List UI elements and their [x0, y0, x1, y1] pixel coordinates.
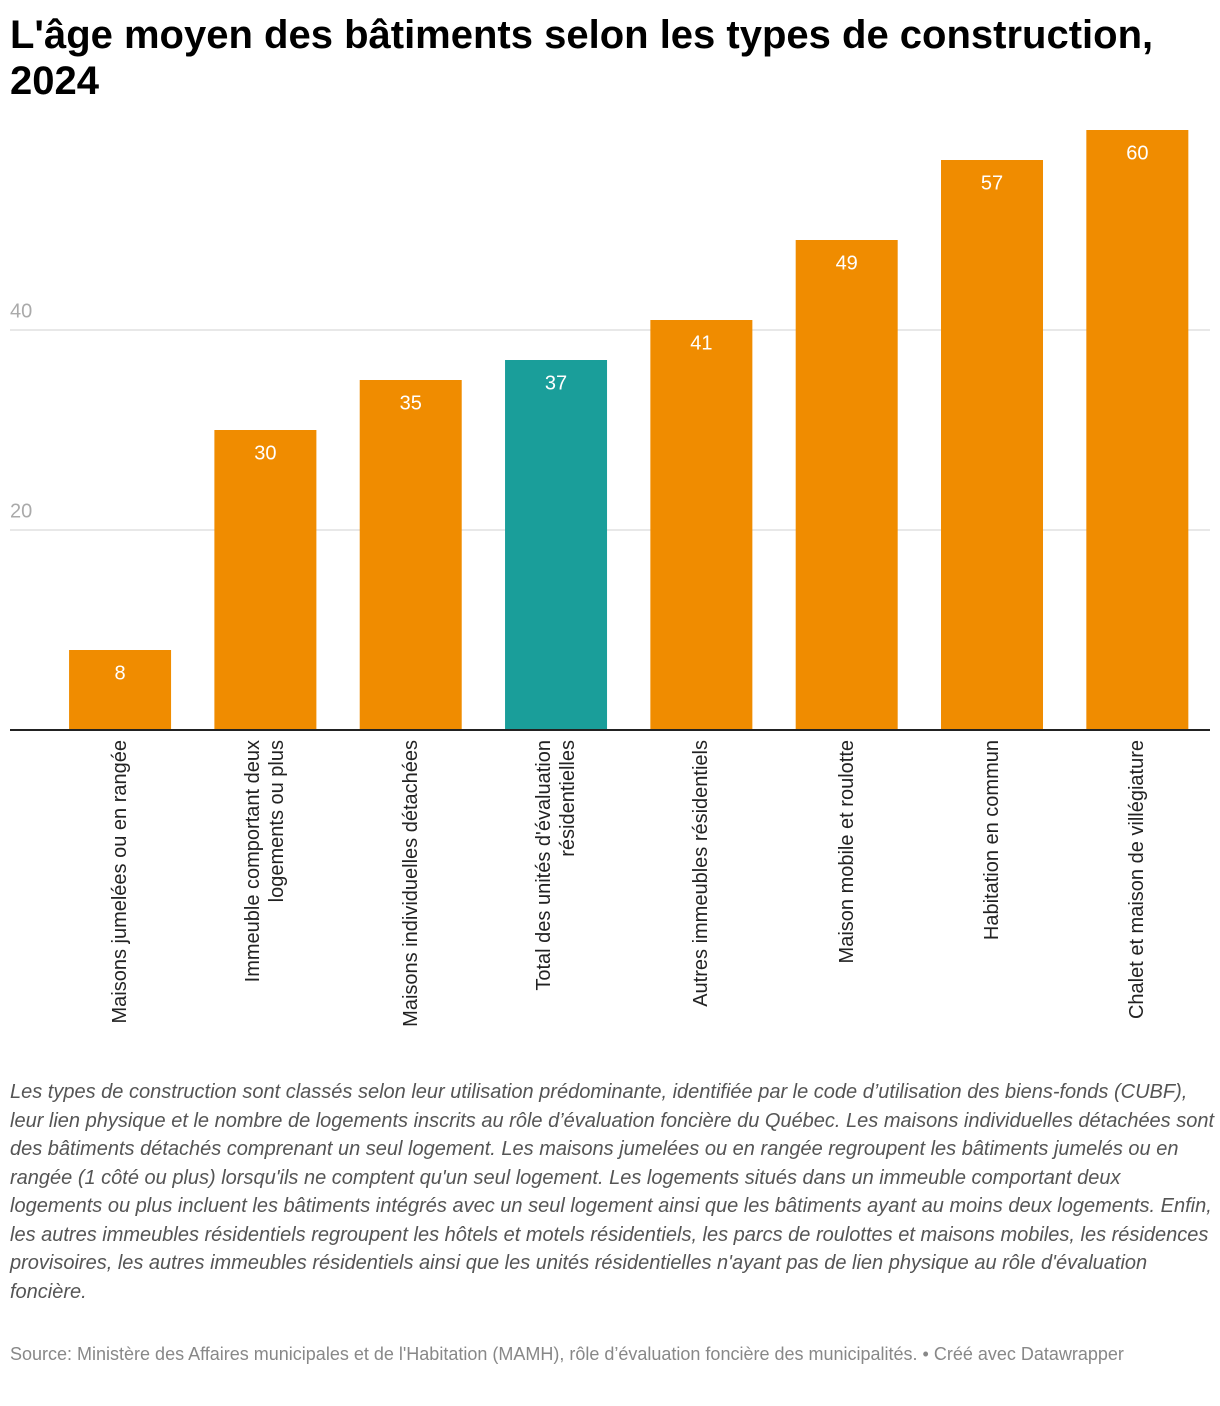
chart-title: L'âge moyen des bâtiments selon les type… [10, 13, 1154, 103]
x-tick-label: Maisons jumelées ou en rangée [109, 740, 132, 1024]
data-label: 35 [400, 392, 422, 414]
bar [359, 380, 462, 730]
bar [795, 240, 898, 730]
bar [214, 430, 317, 730]
x-tick-label: Habitation en commun [981, 740, 1003, 941]
data-label: 41 [690, 332, 712, 354]
data-label: 57 [981, 172, 1003, 194]
x-tick-label: Immeuble comportant deux logements ou pl… [242, 740, 289, 983]
source: Source: Ministère des Affaires municipal… [10, 1344, 1124, 1364]
bar [505, 360, 608, 730]
x-tick-label: Maisons individuelles détachées [399, 740, 422, 1027]
x-tick-label: Total des unités d'évaluation résidentie… [533, 740, 580, 991]
note: Les types de construction sont classés s… [10, 1081, 1215, 1303]
x-tick-label: Autres immeubles résidentiels [690, 740, 713, 1007]
bar [1086, 130, 1189, 730]
x-tick-label: Chalet et maison de villégiature [1126, 740, 1149, 1020]
x-tick-label: Maison mobile et roulotte [835, 740, 858, 964]
data-label: 60 [1126, 142, 1148, 164]
data-label: 8 [115, 662, 126, 684]
bar [650, 320, 753, 730]
chart: 20 40 8 30 35 37 41 49 57 60 [10, 130, 1210, 731]
bar [941, 160, 1044, 730]
y-tick-label: 20 [10, 500, 32, 522]
y-tick-label: 40 [10, 300, 32, 322]
data-label: 49 [836, 252, 858, 274]
bar [69, 650, 172, 730]
data-label: 30 [254, 442, 276, 464]
data-label: 37 [545, 372, 567, 394]
